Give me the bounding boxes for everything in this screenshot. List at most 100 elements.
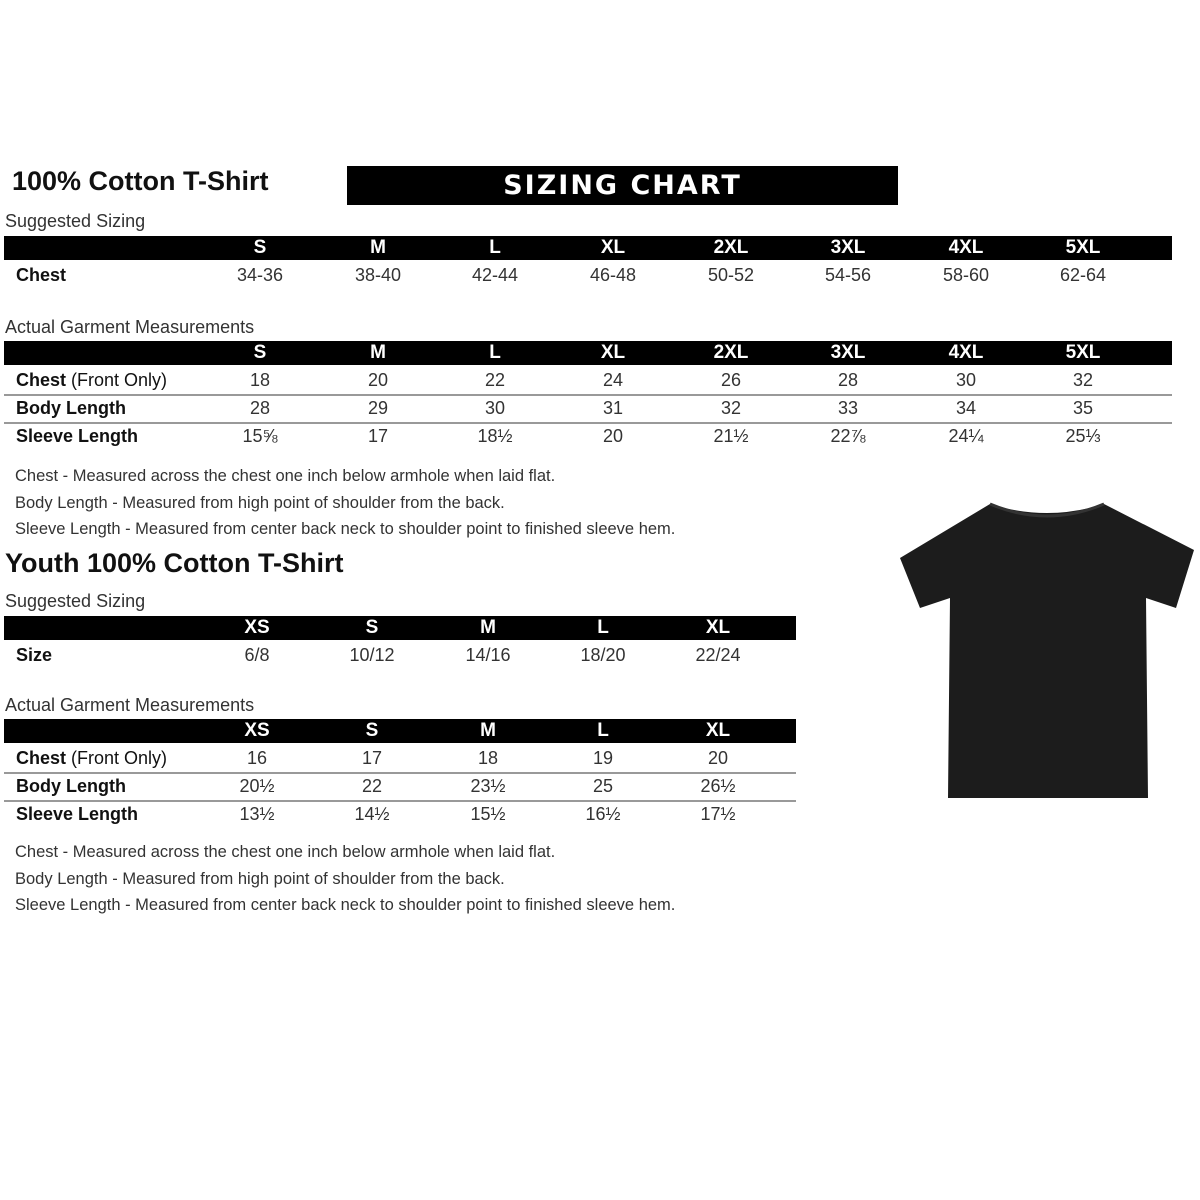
adult-title: 100% Cotton T-Shirt bbox=[12, 166, 269, 196]
row-label: Sleeve Length bbox=[16, 800, 138, 828]
cell-value: 17 bbox=[367, 426, 389, 446]
row-label-text: Body Length bbox=[16, 398, 126, 418]
cell-value: 42-44 bbox=[471, 265, 519, 285]
row-label: Sleeve Length bbox=[16, 422, 138, 450]
cell-value: 24¼ bbox=[948, 426, 984, 446]
row-label: Size bbox=[16, 641, 52, 669]
table-row: Sleeve Length 15⅝ 17 18½ 20 21½ 22⅞ 24¼ 25⅓ bbox=[4, 422, 1172, 450]
cell-value: 34 bbox=[955, 398, 977, 418]
size-header: 5XL bbox=[1065, 342, 1101, 363]
table-row: Chest (Front Only) 18 20 22 24 26 28 30 32 bbox=[4, 366, 1172, 396]
youth-title: Youth 100% Cotton T-Shirt bbox=[5, 548, 344, 578]
youth-suggested-label: Suggested Sizing bbox=[5, 591, 146, 611]
cell-value: 22⅞ bbox=[830, 426, 866, 446]
size-header: 3XL bbox=[830, 237, 866, 258]
adult-suggested-label: Suggested Sizing bbox=[5, 211, 146, 231]
size-header: S bbox=[253, 342, 267, 363]
size-header: L bbox=[597, 617, 609, 638]
row-label: Chest bbox=[16, 261, 66, 289]
youth-suggested-header-bar: XS S M L XL bbox=[4, 616, 796, 640]
size-header: 3XL bbox=[830, 342, 866, 363]
size-header: 2XL bbox=[713, 342, 749, 363]
sizing-chart-banner: SIZING CHART bbox=[347, 166, 898, 205]
adult-actual-header-bar: S M L XL 2XL 3XL 4XL 5XL bbox=[4, 341, 1172, 365]
table-row: Size 6/8 10/12 14/16 18/20 22/24 bbox=[4, 641, 796, 669]
adult-suggested-header-bar: S M L XL 2XL 3XL 4XL 5XL bbox=[4, 236, 1172, 260]
cell-value: 14/16 bbox=[465, 645, 511, 665]
table-row: Chest 34-36 38-40 42-44 46-48 50-52 54-56 58-60… bbox=[4, 261, 1172, 289]
cell-value: 26½ bbox=[700, 776, 736, 796]
size-header: M bbox=[370, 342, 386, 363]
cell-value: 20 bbox=[367, 370, 389, 390]
cell-value: 38-40 bbox=[354, 265, 402, 285]
size-header: XS bbox=[244, 720, 270, 741]
row-label-text: Chest bbox=[16, 748, 67, 768]
size-header: XL bbox=[600, 237, 626, 258]
size-header: 2XL bbox=[713, 237, 749, 258]
size-header: 4XL bbox=[948, 342, 984, 363]
row-label-text: Body Length bbox=[16, 776, 126, 796]
size-header: XL bbox=[600, 342, 626, 363]
cell-value: 32 bbox=[720, 398, 742, 418]
row-label: Body Length bbox=[16, 772, 126, 800]
cell-value: 25 bbox=[592, 776, 614, 796]
cell-value: 28 bbox=[249, 398, 271, 418]
cell-value: 30 bbox=[955, 370, 977, 390]
cell-value: 50-52 bbox=[707, 265, 755, 285]
cell-value: 18/20 bbox=[580, 645, 626, 665]
measurement-note: Sleeve Length - Measured from center bac… bbox=[15, 520, 676, 538]
size-header: S bbox=[253, 237, 267, 258]
size-header: M bbox=[370, 237, 386, 258]
cell-value: 34-36 bbox=[236, 265, 284, 285]
size-header: S bbox=[365, 617, 379, 638]
size-header: 4XL bbox=[948, 237, 984, 258]
cell-value: 24 bbox=[602, 370, 624, 390]
cell-value: 6/8 bbox=[244, 645, 270, 665]
cell-value: 23½ bbox=[470, 776, 506, 796]
cell-value: 15½ bbox=[470, 804, 506, 824]
cell-value: 18½ bbox=[477, 426, 513, 446]
measurement-note: Chest - Measured across the chest one in… bbox=[15, 843, 556, 861]
size-header: 5XL bbox=[1065, 237, 1101, 258]
cell-value: 33 bbox=[837, 398, 859, 418]
row-label: Chest (Front Only) bbox=[16, 366, 167, 394]
row-label-text: Sleeve Length bbox=[16, 426, 139, 446]
cell-value: 14½ bbox=[354, 804, 390, 824]
cell-value: 20½ bbox=[239, 776, 275, 796]
row-label-text: Size bbox=[16, 645, 53, 665]
size-header: L bbox=[597, 720, 609, 741]
youth-actual-label: Actual Garment Measurements bbox=[5, 695, 255, 715]
measurement-note: Sleeve Length - Measured from center bac… bbox=[15, 896, 676, 914]
cell-value: 28 bbox=[837, 370, 859, 390]
adult-actual-label: Actual Garment Measurements bbox=[5, 317, 255, 337]
measurement-note: Body Length - Measured from high point o… bbox=[15, 493, 505, 512]
table-row: Body Length 28 29 30 31 32 33 34 35 bbox=[4, 394, 1172, 424]
cell-value: 22/24 bbox=[695, 645, 741, 665]
cell-value: 15⅝ bbox=[242, 426, 278, 446]
cell-value: 25⅓ bbox=[1065, 426, 1101, 446]
size-header: M bbox=[480, 720, 496, 741]
cell-value: 62-64 bbox=[1059, 265, 1107, 285]
cell-value: 35 bbox=[1072, 398, 1094, 418]
cell-value: 54-56 bbox=[824, 265, 872, 285]
cell-value: 30 bbox=[484, 398, 506, 418]
cell-value: 16½ bbox=[585, 804, 621, 824]
row-label-text: Chest bbox=[16, 370, 67, 390]
size-header: M bbox=[480, 617, 496, 638]
size-header: L bbox=[489, 237, 501, 258]
cell-value: 16 bbox=[246, 748, 268, 768]
table-row: Body Length 20½ 22 23½ 25 26½ bbox=[4, 772, 796, 802]
cell-value: 21½ bbox=[713, 426, 749, 446]
cell-value: 18 bbox=[477, 748, 499, 768]
table-row: Chest (Front Only) 16 17 18 19 20 bbox=[4, 744, 796, 774]
size-header: S bbox=[365, 720, 379, 741]
size-header: XL bbox=[705, 617, 731, 638]
cell-value: 22 bbox=[361, 776, 383, 796]
cell-value: 31 bbox=[602, 398, 624, 418]
row-label: Body Length bbox=[16, 394, 126, 422]
cell-value: 22 bbox=[484, 370, 506, 390]
cell-value: 29 bbox=[367, 398, 389, 418]
table-row: Sleeve Length 13½ 14½ 15½ 16½ 17½ bbox=[4, 800, 796, 828]
cell-value: 10/12 bbox=[349, 645, 395, 665]
cell-value: 32 bbox=[1072, 370, 1094, 390]
